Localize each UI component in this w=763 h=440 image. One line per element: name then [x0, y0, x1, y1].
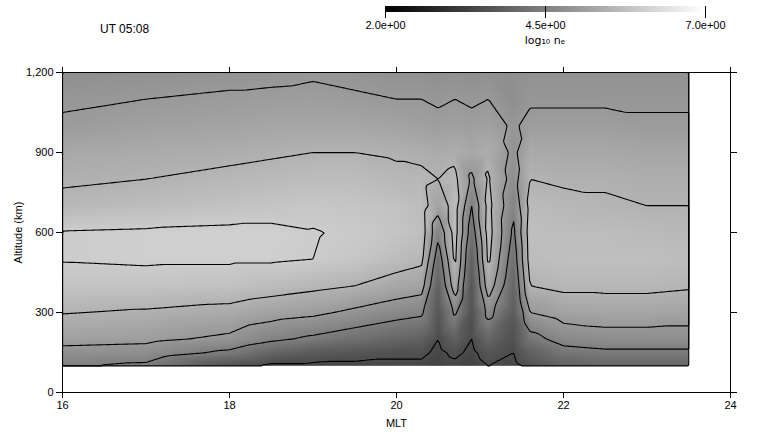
svg-text:600: 600	[35, 226, 53, 238]
svg-text:900: 900	[35, 146, 53, 158]
svg-text:MLT: MLT	[386, 417, 407, 429]
svg-text:2.0e+00: 2.0e+00	[365, 19, 405, 31]
svg-text:16: 16	[56, 399, 68, 411]
svg-text:Altitude (km): Altitude (km)	[12, 202, 24, 264]
svg-text:24: 24	[724, 399, 736, 411]
svg-text:300: 300	[35, 306, 53, 318]
svg-text:20: 20	[390, 399, 402, 411]
svg-text:18: 18	[223, 399, 235, 411]
svg-text:4.5e+00: 4.5e+00	[525, 19, 565, 31]
html-text:UT 05:08: UT 05:08	[100, 22, 150, 36]
svg-text:7.0e+00: 7.0e+00	[685, 19, 725, 31]
svg-text:0: 0	[47, 386, 53, 398]
svg-text:1,200: 1,200	[26, 66, 54, 78]
html-text:log₁₀ nₑ: log₁₀ nₑ	[524, 34, 566, 47]
svg-text:22: 22	[557, 399, 569, 411]
